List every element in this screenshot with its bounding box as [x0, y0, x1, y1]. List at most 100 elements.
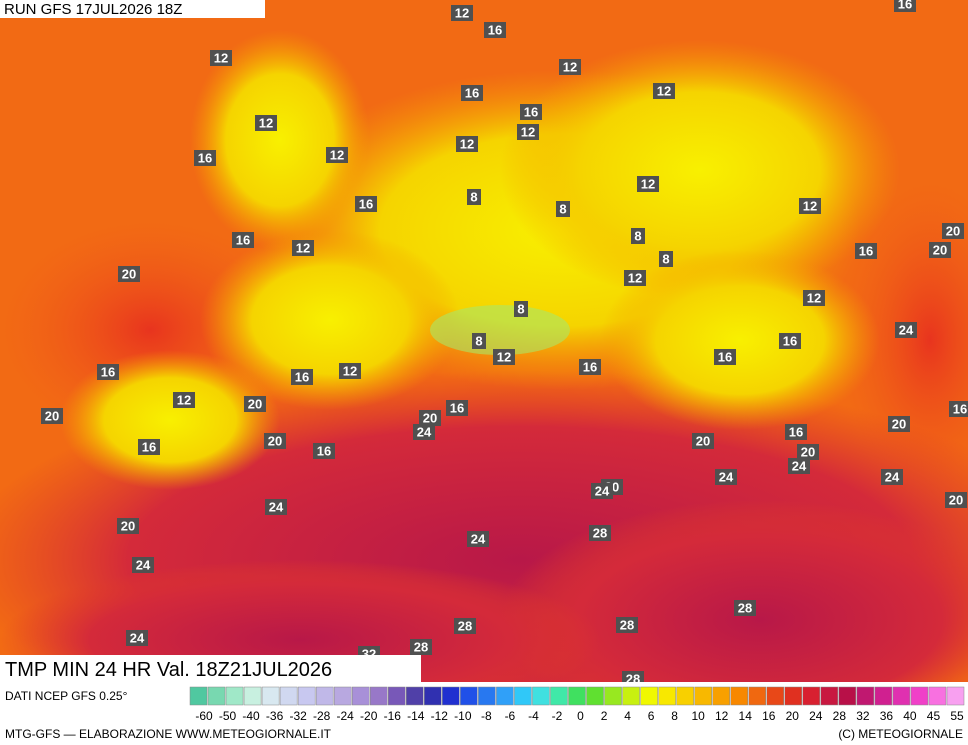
header-box	[0, 0, 265, 18]
label-box	[894, 0, 916, 12]
label-box	[210, 50, 232, 66]
legend-tick: 2	[601, 709, 608, 723]
label-box	[97, 364, 119, 380]
legend-swatch	[442, 686, 460, 706]
legend-tick: -10	[454, 709, 472, 723]
contour-label: 12	[657, 84, 671, 99]
contour-label: 20	[933, 243, 947, 258]
label-box	[929, 242, 951, 258]
label-box	[785, 424, 807, 440]
label-box	[339, 363, 361, 379]
legend-swatch	[676, 686, 694, 706]
label-box	[194, 150, 216, 166]
label-box	[173, 392, 195, 408]
legend-swatch	[640, 686, 658, 706]
label-box	[659, 251, 673, 267]
contour-label: 24	[269, 500, 284, 515]
legend-tick: -40	[242, 709, 260, 723]
title-box	[0, 655, 421, 682]
label-box	[624, 270, 646, 286]
label-box	[895, 322, 917, 338]
contour-label: 28	[620, 618, 634, 633]
legend-swatch	[261, 686, 280, 706]
contour-label: 16	[859, 244, 873, 259]
legend-swatch	[369, 686, 388, 706]
legend-tick: -4	[528, 709, 539, 723]
label-box	[493, 349, 515, 365]
label-box	[467, 531, 489, 547]
contour-label: 20	[45, 409, 59, 424]
legend-tick: 32	[856, 709, 870, 723]
contour-label: 12	[563, 60, 577, 75]
label-box	[559, 59, 581, 75]
label-box	[945, 492, 967, 508]
label-box	[653, 83, 675, 99]
legend-swatch	[802, 686, 821, 706]
legend-tick: -20	[360, 709, 378, 723]
legend-tick: -14	[407, 709, 425, 723]
legend-tick: -2	[552, 709, 563, 723]
contour-label: 28	[593, 526, 607, 541]
label-box	[734, 600, 756, 616]
contour-label: 12	[330, 148, 344, 163]
label-box	[797, 444, 819, 460]
label-box	[888, 416, 910, 432]
label-box	[244, 396, 266, 412]
legend-tick: -28	[313, 709, 331, 723]
contour-label: 20	[801, 445, 815, 460]
legend-swatch	[315, 686, 334, 706]
contour-label: 8	[475, 334, 482, 349]
label-box	[410, 639, 432, 655]
legend-tick: 24	[809, 709, 823, 723]
legend-swatch	[297, 686, 316, 706]
label-box	[520, 104, 542, 120]
contour-label: 8	[559, 202, 566, 217]
contour-label: 16	[317, 444, 331, 459]
contour-label: 16	[101, 365, 115, 380]
contour-label: 24	[417, 425, 432, 440]
label-box	[419, 410, 441, 426]
legend-swatch	[406, 686, 424, 706]
label-box	[265, 499, 287, 515]
label-box	[949, 401, 968, 417]
contour-label: 12	[455, 6, 469, 21]
contour-label: 12	[628, 271, 642, 286]
legend-tick: -50	[219, 709, 237, 723]
label-box	[517, 124, 539, 140]
contour-label: 16	[898, 0, 912, 12]
contour-label: 12	[214, 51, 228, 66]
legend-swatch	[550, 686, 568, 706]
label-box	[451, 5, 473, 21]
label-box	[881, 469, 903, 485]
contour-label: 8	[662, 252, 669, 267]
contour-label: 28	[414, 640, 428, 655]
contour-label: 24	[136, 558, 151, 573]
contour-label: 20	[423, 411, 437, 426]
label-box	[803, 290, 825, 306]
contour-label: 12	[641, 177, 655, 192]
label-box	[591, 483, 613, 499]
contour-label: 20	[696, 434, 710, 449]
legend-swatch	[712, 686, 730, 706]
legend-swatch	[424, 686, 442, 706]
label-box	[255, 115, 277, 131]
legend-tick: 28	[833, 709, 847, 723]
contour-label: 16	[465, 86, 479, 101]
legend-tick: 36	[880, 709, 894, 723]
contour-label: 12	[521, 125, 535, 140]
label-box	[456, 136, 478, 152]
contour-label: 16	[783, 334, 797, 349]
contour-label: 16	[953, 402, 967, 417]
contour-label: 16	[524, 105, 538, 120]
label-box	[579, 359, 601, 375]
contour-label: 12	[343, 364, 357, 379]
contour-label: 8	[517, 302, 524, 317]
legend-swatch	[784, 686, 803, 706]
legend-swatch	[189, 686, 208, 706]
map-title: TMP MIN 24 HR Val. 18Z21JUL2026	[5, 659, 332, 681]
legend-swatch	[766, 686, 785, 706]
label-box	[264, 433, 286, 449]
legend-swatch	[478, 686, 496, 706]
